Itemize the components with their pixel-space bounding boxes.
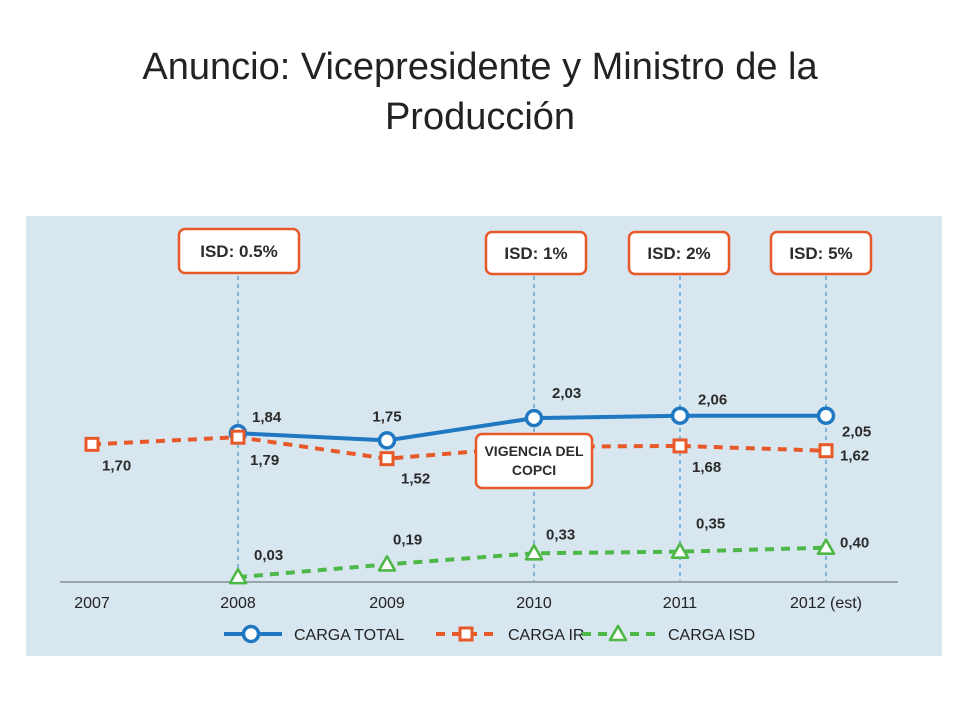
- series-line-ir: [91, 435, 827, 461]
- data-point-isd: [816, 538, 836, 556]
- data-label-ir: 1,52: [401, 471, 430, 488]
- x-tick-label: 2011: [663, 595, 698, 612]
- data-label-total: 1,84: [252, 409, 282, 426]
- data-point-isd: [377, 555, 397, 572]
- line-chart: 2007 2008 2009 2010 2011 2012 (est) 1,84 1,75 2,…: [60, 227, 898, 644]
- data-label-total: 2,03: [552, 385, 581, 402]
- data-point-total: [377, 431, 397, 450]
- data-label-isd: 0,19: [393, 531, 422, 548]
- isd-rate-callout: [769, 230, 873, 276]
- data-label-ir: 1,62: [840, 448, 869, 465]
- legend-label-ir: CARGA IR: [508, 627, 584, 644]
- data-label-total: 2,06: [698, 392, 727, 409]
- legend-marker-isd: [608, 624, 628, 642]
- data-point-total: [670, 406, 690, 425]
- data-point-ir: [84, 436, 100, 452]
- x-tick-label: 2012 (est): [790, 595, 862, 612]
- data-point-ir: [672, 438, 688, 454]
- isd-rate-callout: [177, 227, 301, 275]
- data-point-ir: [379, 451, 395, 467]
- isd-rate-label: ISD: 2%: [647, 244, 710, 263]
- data-point-isd: [228, 567, 248, 585]
- data-label-isd: 0,03: [254, 547, 283, 564]
- data-label-total: 1,75: [372, 408, 401, 425]
- x-tick-label: 2010: [516, 595, 552, 612]
- isd-rate-callout: [627, 230, 731, 276]
- isd-rate-label: ISD: 1%: [504, 244, 567, 263]
- legend-marker-total: [241, 624, 261, 644]
- copci-label: VIGENCIA DEL: [484, 443, 583, 459]
- x-tick-label: 2009: [369, 595, 405, 612]
- isd-rate-callout: [484, 230, 588, 276]
- data-label-ir: 1,70: [102, 457, 131, 474]
- copci-label: COPCI: [512, 462, 556, 478]
- legend-label-isd: CARGA ISD: [668, 627, 755, 644]
- chart-panel: 2007 2008 2009 2010 2011 2012 (est) 1,84 1,75 2,…: [26, 216, 942, 656]
- data-point-ir: [230, 429, 246, 445]
- data-point-ir: [818, 443, 834, 459]
- data-point-total: [524, 408, 544, 428]
- data-label-total: 2,05: [842, 424, 871, 441]
- x-tick-label: 2007: [74, 595, 110, 612]
- slide-title: Anuncio: Vicepresidente y Ministro de la…: [142, 46, 818, 138]
- data-label-isd: 0,35: [696, 516, 725, 533]
- legend-marker-ir: [458, 626, 474, 642]
- data-label-ir: 1,68: [692, 459, 721, 476]
- isd-rate-label: ISD: 5%: [789, 244, 852, 263]
- legend-label-total: CARGA TOTAL: [294, 627, 404, 644]
- data-point-total: [816, 406, 836, 425]
- data-point-isd: [524, 543, 544, 561]
- copci-callout: [474, 432, 594, 490]
- data-point-isd: [670, 542, 690, 559]
- isd-rate-label: ISD: 0.5%: [200, 242, 277, 261]
- data-label-isd: 0,40: [840, 535, 869, 552]
- data-label-isd: 0,33: [546, 526, 575, 543]
- data-label-ir: 1,79: [250, 452, 279, 469]
- x-tick-label: 2008: [220, 595, 256, 612]
